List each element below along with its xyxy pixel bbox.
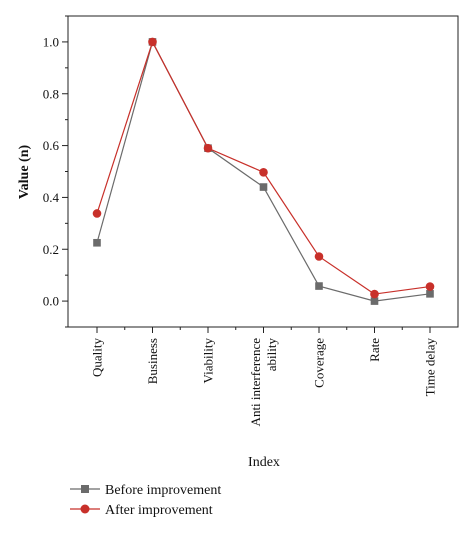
- y-tick-label: 0.0: [43, 294, 59, 309]
- y-tick-label: 0.4: [43, 190, 60, 205]
- y-tick-label: 0.2: [43, 242, 59, 257]
- data-point-before: [370, 297, 379, 305]
- data-point-after: [92, 209, 102, 218]
- x-tick-label: Viability: [201, 338, 216, 384]
- legend-marker-after: [80, 504, 90, 514]
- x-axis-title: Index: [248, 455, 280, 470]
- y-tick-label: 0.8: [43, 86, 59, 101]
- y-axis-title: Value (n): [17, 145, 32, 200]
- x-tick-label: Rate: [367, 338, 382, 362]
- data-point-after: [314, 252, 324, 261]
- x-tick-label: Quality: [90, 338, 105, 377]
- data-point-after: [259, 167, 268, 177]
- y-axis-ticks: 0.0 0.2 0.4 0.6 0.8 1.0: [43, 15, 68, 328]
- x-tick-label: ability: [264, 338, 279, 372]
- x-axis-ticks: Quality Business Viability Anti interferenc…: [90, 327, 438, 426]
- data-point-after: [148, 37, 157, 47]
- data-point-after: [425, 282, 435, 291]
- legend: Before improvement After improvement: [70, 483, 221, 518]
- data-point-after: [370, 289, 379, 299]
- data-point-before: [259, 183, 268, 191]
- data-point-before: [93, 238, 101, 247]
- x-tick-label: Anti interference: [248, 338, 263, 427]
- x-tick-label: Time delay: [423, 338, 438, 397]
- data-point-after: [203, 143, 213, 153]
- y-tick-label: 0.6: [43, 138, 60, 153]
- x-tick-label: Coverage: [312, 338, 327, 388]
- legend-label-after: After improvement: [105, 503, 213, 518]
- legend-label-before: Before improvement: [105, 483, 221, 498]
- legend-marker-before: [81, 485, 89, 493]
- x-tick-label: Business: [145, 338, 160, 384]
- data-point-before: [426, 290, 434, 298]
- data-point-before: [315, 282, 323, 290]
- series-layer: [92, 37, 435, 305]
- y-tick-label: 1.0: [43, 34, 59, 49]
